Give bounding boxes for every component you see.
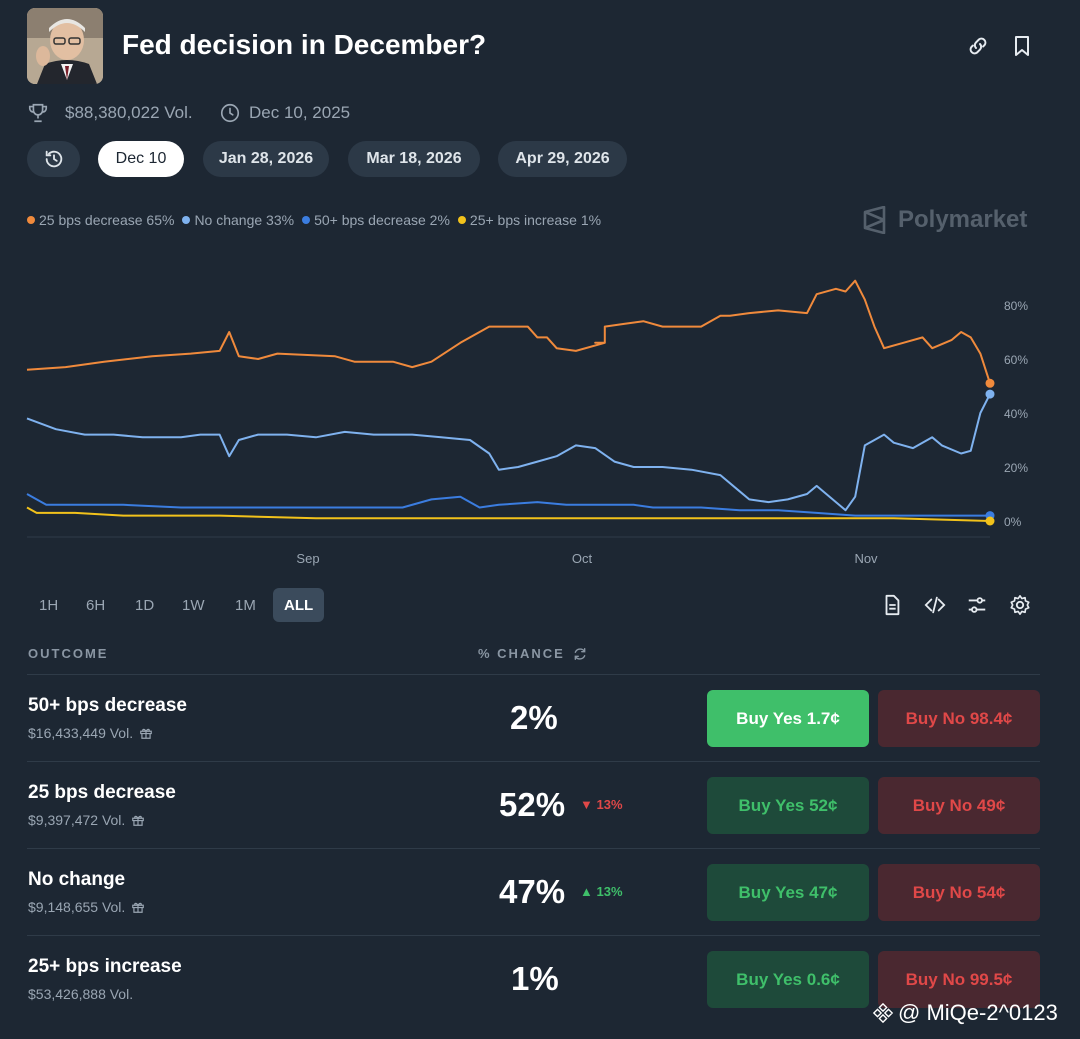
y-tick-label: 0% [1004, 515, 1022, 529]
gift-icon [132, 902, 145, 913]
outcome-name: 50+ bps decrease [28, 695, 187, 716]
refresh-icon[interactable] [573, 647, 587, 661]
probability-chart[interactable]: 80% 60% 40% 20% 0% Sep Oct Nov [0, 240, 1080, 580]
binance-icon [872, 1002, 894, 1024]
buy-no-button[interactable]: Buy No 98.4¢ [878, 690, 1040, 747]
outcome-name: 25+ bps increase [28, 956, 182, 977]
polymarket-icon [863, 206, 886, 234]
polymarket-logo: Polymarket [862, 206, 1027, 234]
chart-legend: 25 bps decrease 65% No change 33% 50+ bp… [27, 212, 601, 228]
outcome-row[interactable]: No change $9,148,655 Vol. 47% ▲ 13% Buy … [27, 848, 1040, 935]
gift-icon [132, 815, 145, 826]
buy-no-button[interactable]: Buy No 99.5¢ [878, 951, 1040, 1008]
outcome-column-header: OUTCOME [28, 646, 109, 661]
event-avatar [27, 8, 103, 84]
range-1d[interactable]: 1D [135, 596, 155, 614]
series-endpoint [985, 378, 995, 388]
chance-change-down: ▼ 13% [580, 797, 623, 812]
range-1w[interactable]: 1W [182, 596, 205, 614]
buy-yes-button[interactable]: Buy Yes 47¢ [707, 864, 869, 921]
y-tick-label: 80% [1004, 299, 1028, 313]
series-line-25-bps-increase [26, 506, 991, 522]
total-volume: $88,380,022 Vol. [65, 103, 193, 122]
link-icon[interactable] [966, 34, 990, 58]
outcome-row[interactable]: 25 bps decrease $9,397,472 Vol. 52% ▼ 13… [27, 761, 1040, 848]
outcome-row[interactable]: 50+ bps decrease $16,433,449 Vol. 2% Buy… [27, 674, 1040, 761]
series-line-25-bps-decrease [26, 279, 991, 384]
clock-icon [220, 103, 240, 123]
x-tick-label: Sep [296, 551, 319, 566]
tab-jan-28-2026[interactable]: Jan 28, 2026 [203, 141, 329, 177]
history-icon [45, 150, 62, 168]
outcome-row[interactable]: 25+ bps increase $53,426,888 Vol. 1% Buy… [27, 935, 1040, 1022]
outcome-chance: 47% [499, 873, 566, 910]
series-endpoint [985, 389, 995, 399]
legend-25-bps-decrease: 25 bps decrease 65% [27, 212, 174, 228]
legend-no-change: No change 33% [182, 212, 294, 228]
outcome-name: 25 bps decrease [28, 782, 176, 803]
history-button[interactable] [27, 141, 80, 177]
tab-mar-18-2026[interactable]: Mar 18, 2026 [348, 141, 480, 177]
buy-yes-button[interactable]: Buy Yes 1.7¢ [707, 690, 869, 747]
outcome-volume: $53,426,888 Vol. [28, 986, 134, 1002]
end-date: Dec 10, 2025 [249, 103, 351, 122]
range-1m[interactable]: 1M [235, 596, 256, 614]
y-tick-label: 40% [1004, 407, 1028, 421]
y-tick-label: 60% [1004, 353, 1028, 367]
x-tick-label: Nov [854, 551, 878, 566]
settings-gear-icon[interactable] [1009, 594, 1031, 616]
outcome-chance: 52% [499, 786, 566, 823]
legend-25-bps-increase: 25+ bps increase 1% [457, 212, 601, 228]
buy-no-button[interactable]: Buy No 54¢ [878, 864, 1040, 921]
chance-change-up: ▲ 13% [580, 884, 623, 899]
buy-no-button[interactable]: Buy No 49¢ [878, 777, 1040, 834]
document-icon[interactable] [881, 594, 903, 616]
x-tick-label: Oct [572, 551, 593, 566]
outcome-chance: 2% [510, 699, 558, 736]
trophy-icon [28, 103, 48, 123]
outcome-volume: $16,433,449 Vol. [28, 725, 153, 741]
outcome-chance: 1% [511, 960, 559, 997]
buy-yes-button[interactable]: Buy Yes 52¢ [707, 777, 869, 834]
chance-column-header: % CHANCE [478, 646, 587, 661]
series-endpoint [985, 516, 995, 526]
embed-code-icon[interactable] [924, 594, 946, 616]
range-all[interactable]: ALL [273, 588, 325, 622]
sliders-icon[interactable] [966, 594, 988, 616]
tab-apr-29-2026[interactable]: Apr 29, 2026 [498, 141, 627, 177]
page-title: Fed decision in December? [122, 29, 487, 60]
tab-dec-10[interactable]: Dec 10 [98, 141, 184, 177]
series-line-no-change [26, 393, 991, 512]
watermark: @ MiQe-2^0123 [872, 1000, 1058, 1026]
range-6h[interactable]: 6H [86, 596, 106, 614]
volume-meta: $88,380,022 Vol. [27, 102, 193, 124]
outcome-name: No change [28, 869, 126, 890]
bookmark-icon[interactable] [1010, 34, 1034, 58]
outcome-volume: $9,148,655 Vol. [28, 899, 145, 915]
range-1h[interactable]: 1H [39, 596, 59, 614]
legend-50-bps-decrease: 50+ bps decrease 2% [302, 212, 450, 228]
y-tick-label: 20% [1004, 461, 1028, 475]
series-line-50-bps-decrease [26, 493, 990, 517]
buy-yes-button[interactable]: Buy Yes 0.6¢ [707, 951, 869, 1008]
gift-icon [140, 728, 152, 739]
outcome-volume: $9,397,472 Vol. [28, 812, 145, 828]
date-meta: Dec 10, 2025 [219, 102, 350, 124]
